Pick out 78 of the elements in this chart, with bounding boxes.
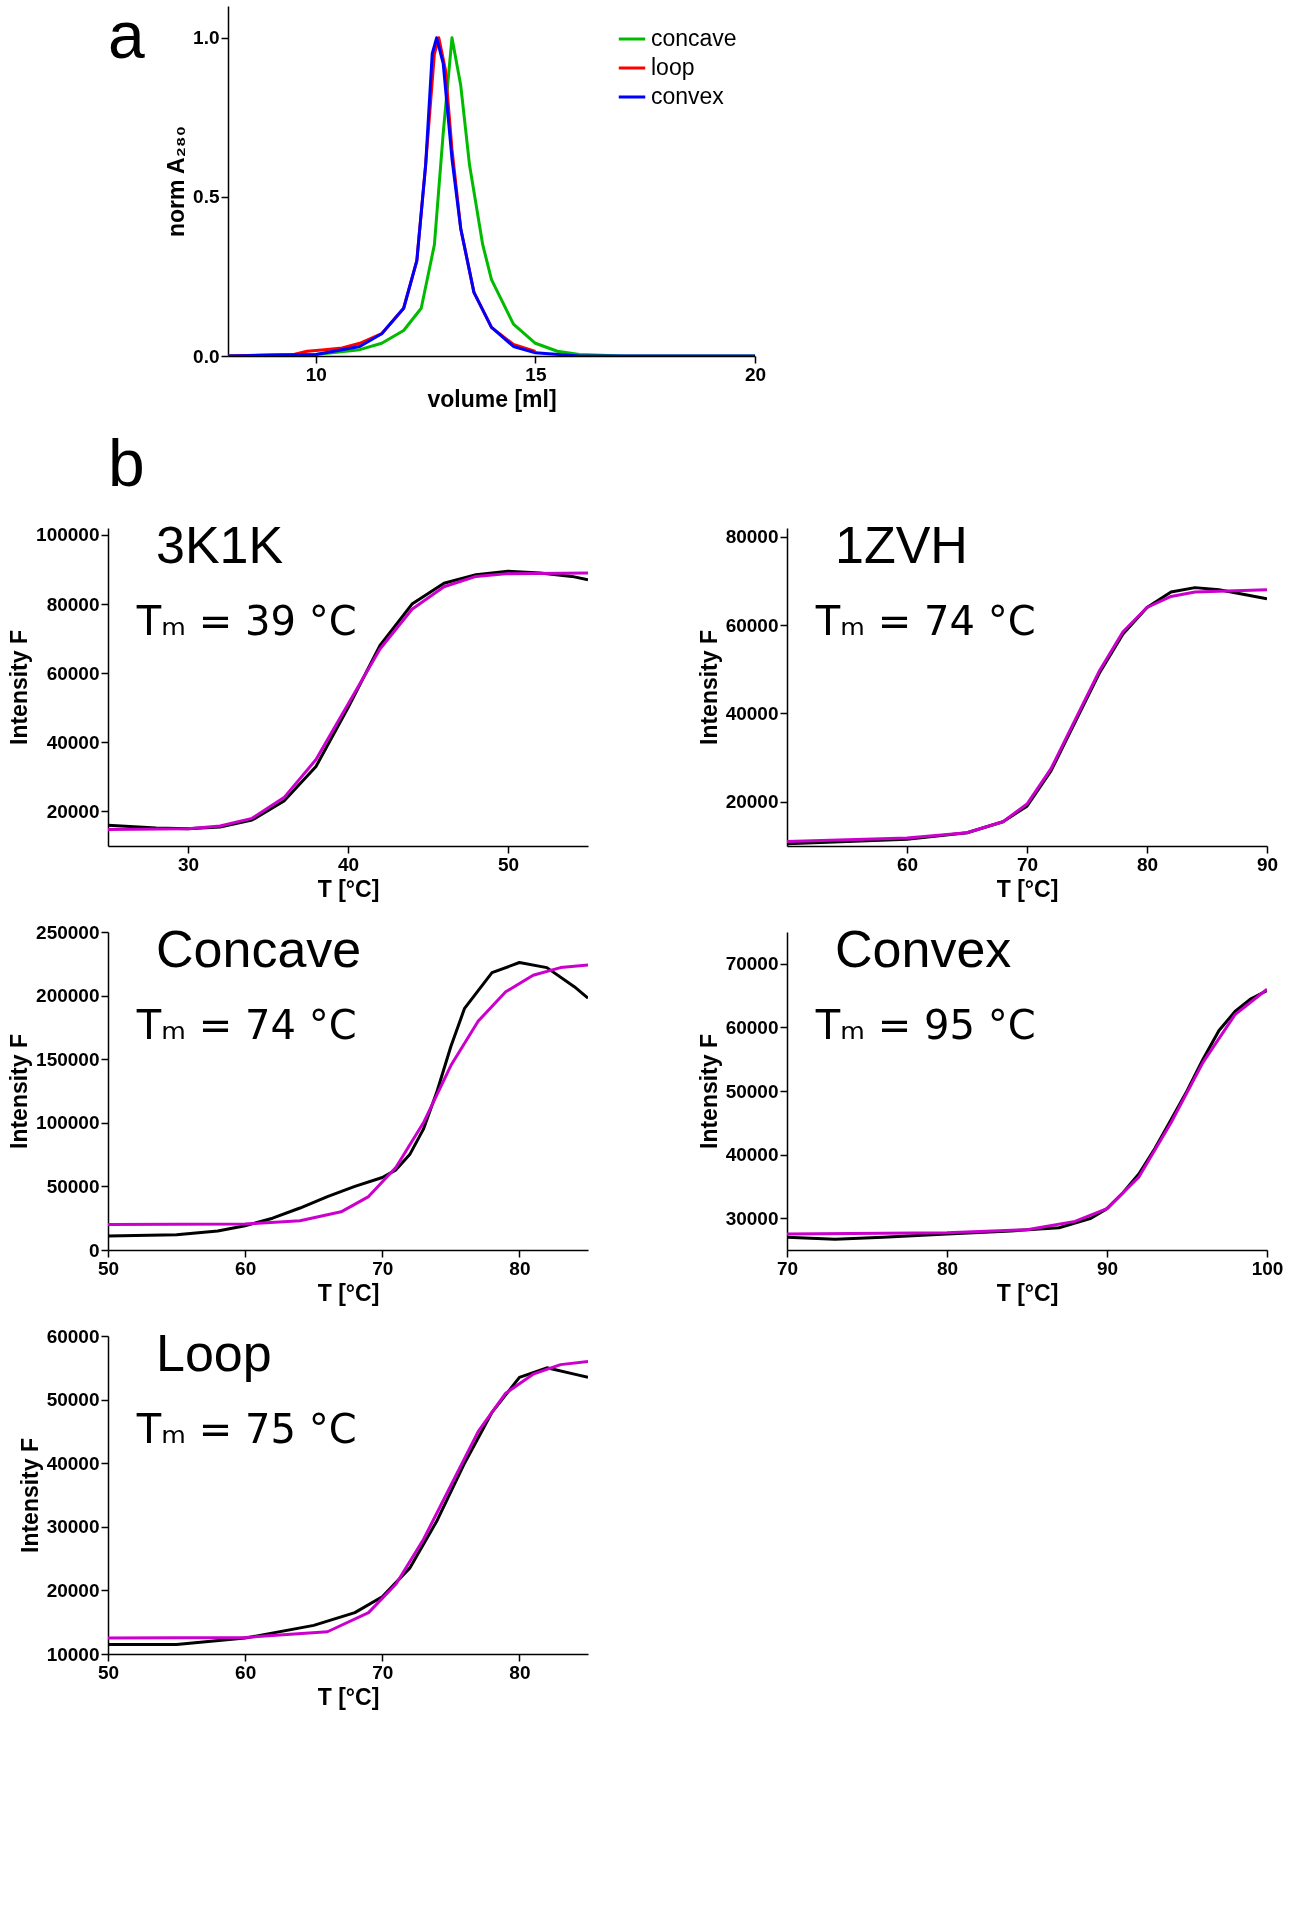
x-tick-label: 80 (1136, 853, 1159, 875)
annotation: Tₘ = 75 °C (135, 1406, 357, 1453)
y-tick-label: 40000 (725, 703, 779, 724)
y-tick-label: 30000 (46, 1516, 100, 1538)
y-axis-title: Intensity F (16, 1437, 43, 1554)
y-tick-label: 40000 (46, 1452, 100, 1474)
y-axis-title: Intensity F (6, 629, 33, 746)
annotation: Tₘ = 39 °C (135, 598, 357, 645)
y-tick-label: 20000 (725, 791, 779, 813)
y-tick-label: 50000 (725, 1080, 779, 1102)
y-tick-label: 100000 (36, 1112, 100, 1134)
x-tick-label: 70 (776, 1257, 799, 1279)
legend-label: loop (651, 54, 695, 80)
y-tick-label: 40000 (725, 1144, 779, 1166)
y-tick-label: 0.5 (193, 186, 220, 208)
y-tick-label: 80000 (46, 593, 100, 615)
y-tick-label: 250000 (36, 921, 100, 943)
y-tick-label: 60000 (46, 662, 100, 684)
text: a (108, 0, 145, 72)
y-tick-label: 60000 (725, 1016, 779, 1038)
x-tick-label: 80 (509, 1661, 531, 1683)
x-axis-title: volume [ml] (427, 385, 557, 412)
x-axis-title: T [°C] (317, 875, 380, 902)
y-tick-label: 80000 (725, 526, 779, 548)
y-tick-label: 1.0 (193, 27, 220, 49)
chart-title: Convex (835, 920, 1012, 978)
x-tick-label: 80 (936, 1257, 959, 1279)
x-tick-label: 60 (235, 1257, 257, 1279)
x-tick-label: 70 (372, 1661, 394, 1683)
chart-title: 3K1K (156, 516, 284, 574)
x-tick-label: 50 (497, 853, 520, 875)
y-tick-label: 0 (88, 1239, 100, 1261)
y-tick-label: 20000 (46, 1579, 100, 1601)
y-tick-label: 10000 (46, 1643, 100, 1665)
annotation: Tₘ = 74 °C (814, 598, 1036, 645)
x-axis-title: T [°C] (996, 875, 1059, 902)
x-tick-label: 90 (1256, 853, 1279, 875)
x-tick-label: 50 (97, 1661, 120, 1683)
y-axis-title: norm A₂₈₀ (163, 125, 190, 238)
annotation: Tₘ = 74 °C (135, 1002, 357, 1049)
chart-title: 1ZVH (835, 516, 968, 574)
y-axis-title: Intensity F (695, 1033, 722, 1150)
y-tick-label: 100000 (36, 524, 100, 546)
x-tick-label: 50 (97, 1257, 120, 1279)
x-tick-label: 90 (1096, 1257, 1119, 1279)
y-tick-label: 50000 (46, 1389, 100, 1411)
y-tick-label: 0.0 (193, 345, 220, 367)
y-tick-label: 60000 (725, 614, 779, 636)
legend-label: concave (651, 25, 737, 51)
x-tick-label: 20 (744, 363, 767, 385)
y-axis-title: Intensity F (6, 1033, 33, 1150)
x-tick-label: 100 (1251, 1257, 1284, 1279)
x-tick-label: 80 (509, 1257, 531, 1279)
chart-title: Loop (156, 1324, 272, 1382)
y-tick-label: 30000 (725, 1207, 779, 1229)
y-tick-label: 150000 (36, 1048, 100, 1070)
x-tick-label: 15 (525, 363, 547, 385)
annotation: Tₘ = 95 °C (814, 1002, 1036, 1049)
y-tick-label: 70000 (725, 953, 779, 975)
y-tick-label: 200000 (36, 985, 100, 1007)
x-tick-label: 70 (372, 1257, 394, 1279)
chart-title: Concave (156, 920, 362, 978)
y-tick-label: 40000 (46, 731, 100, 753)
legend-label: convex (651, 83, 725, 109)
x-tick-label: 70 (1016, 853, 1039, 875)
x-tick-label: 40 (337, 853, 360, 875)
y-tick-label: 20000 (46, 800, 100, 822)
x-axis-title: T [°C] (317, 1683, 380, 1710)
x-tick-label: 60 (896, 853, 919, 875)
x-tick-label: 60 (235, 1661, 257, 1683)
x-tick-label: 10 (305, 363, 327, 385)
y-tick-label: 60000 (46, 1325, 100, 1347)
y-tick-label: 50000 (46, 1175, 100, 1197)
x-axis-title: T [°C] (317, 1279, 380, 1306)
y-axis-title: Intensity F (695, 629, 722, 746)
x-axis-title: T [°C] (996, 1279, 1059, 1306)
x-tick-label: 30 (177, 853, 200, 875)
text: b (108, 426, 145, 500)
